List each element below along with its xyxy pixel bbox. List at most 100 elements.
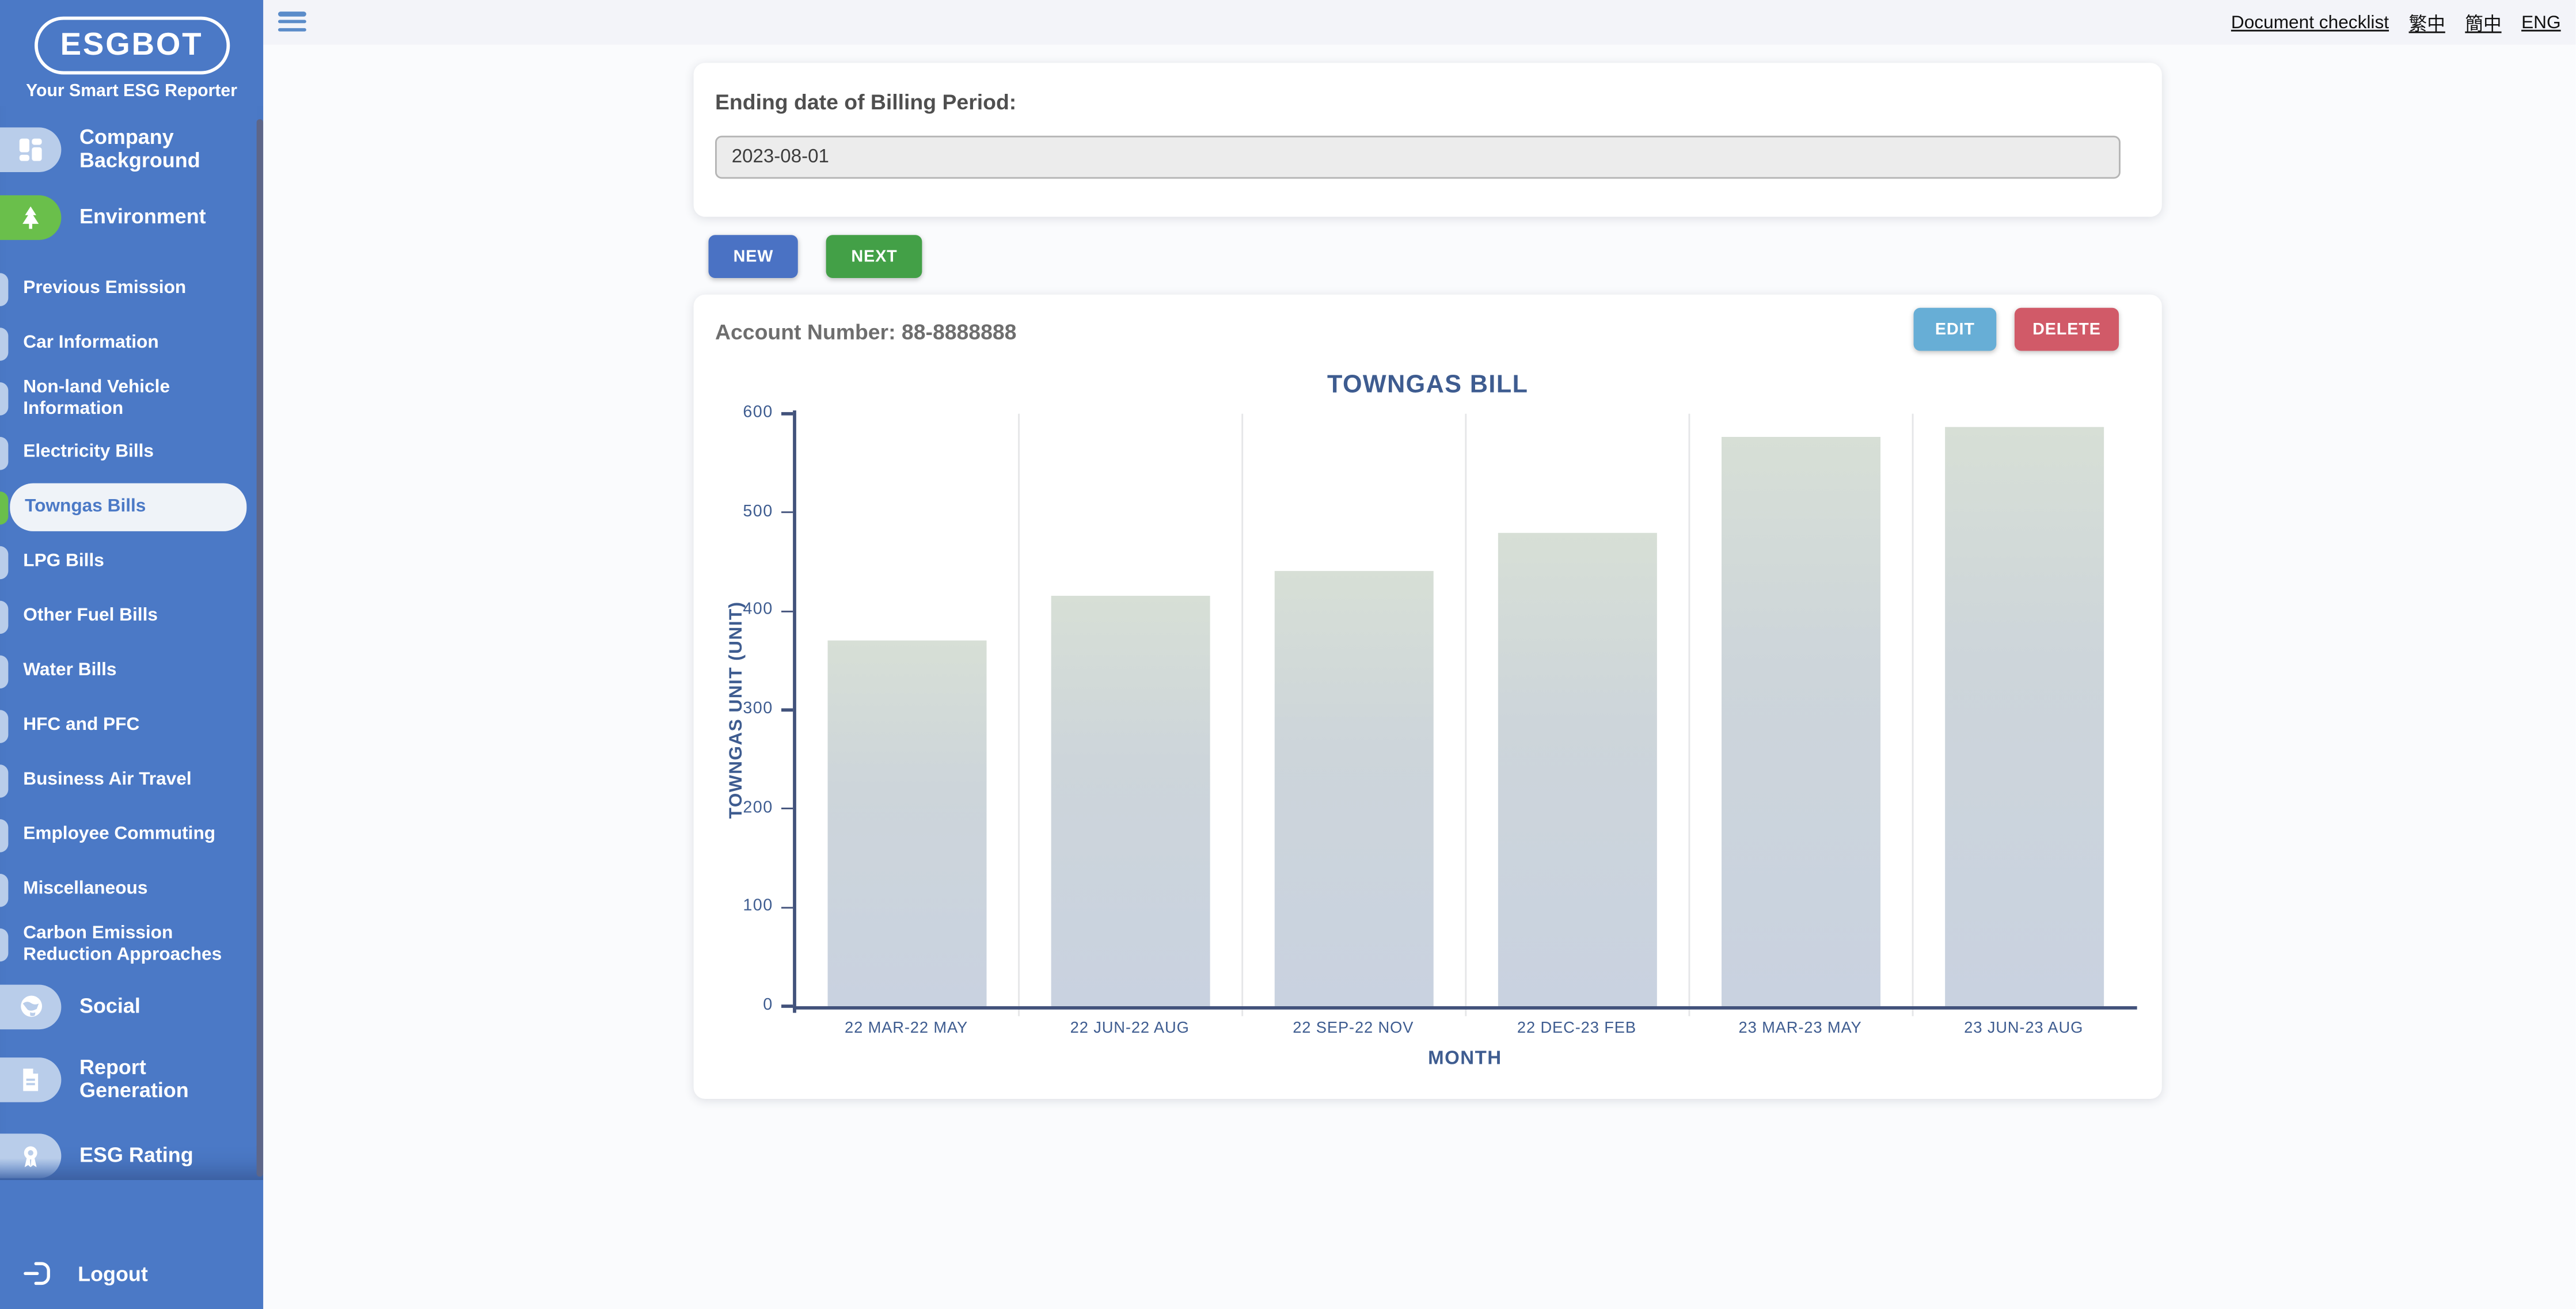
main-content: Ending date of Billing Period: 2023-08-0… — [263, 44, 2576, 1309]
sidebar-item-employee-commuting[interactable]: Employee Commuting — [0, 811, 263, 859]
billing-period-label: Ending date of Billing Period: — [715, 89, 1017, 115]
sidebar-item-label: Employee Commuting — [23, 824, 216, 844]
sidebar-item-label: HFC and PFC — [23, 715, 140, 735]
next-button[interactable]: NEXT — [826, 235, 922, 278]
lang-traditional-chinese-link[interactable]: 繁中 — [2408, 14, 2445, 34]
chart-gridline — [1018, 413, 1020, 1017]
sidebar-item-electricity-bills[interactable]: Electricity Bills — [0, 429, 263, 477]
x-tick-label: 22 SEP-22 NOV — [1293, 1019, 1414, 1038]
logout-icon — [24, 1262, 50, 1285]
item-indicator — [0, 654, 9, 688]
sidebar-item-carbon-emission-reduction-approaches[interactable]: Carbon Emission Reduction Approaches — [0, 920, 263, 968]
y-tick-label: 0 — [763, 996, 773, 1015]
sidebar-item-label: Business Air Travel — [23, 769, 192, 790]
sidebar-item-label: Previous Emission — [23, 278, 187, 298]
sidebar-item-environment[interactable]: Environment — [0, 192, 263, 242]
sidebar-item-label: Social — [79, 994, 140, 1018]
towngas-bar-chart: TOWNGAS UNIT (UNIT) MONTH 0 100 200 300 400 5… — [694, 295, 2162, 1099]
document-icon — [0, 1056, 62, 1102]
item-indicator — [0, 490, 9, 524]
item-indicator — [0, 600, 9, 633]
sidebar-item-label: Electricity Bills — [23, 442, 154, 462]
item-indicator — [0, 545, 9, 579]
bar-23-mar-23-may[interactable] — [1720, 436, 1880, 1006]
new-button[interactable]: NEW — [708, 235, 799, 278]
sidebar-item-non-land-vehicle-information[interactable]: Non-land Vehicle Information — [0, 374, 263, 422]
x-axis-line — [793, 1006, 2137, 1010]
bar-22-sep-22-nov[interactable] — [1274, 572, 1433, 1006]
y-tick-label: 400 — [743, 601, 773, 620]
sidebar: ESGBOT Your Smart ESG Reporter Company B… — [0, 0, 264, 1309]
top-links: Document checklist 繁中 簡中 ENG — [2231, 0, 2561, 45]
sidebar-item-miscellaneous[interactable]: Miscellaneous — [0, 866, 263, 914]
sidebar-item-label: Environment — [79, 205, 206, 229]
y-axis-line — [793, 410, 796, 1013]
y-tick-mark — [781, 610, 793, 612]
account-number-label: Account Number: 88-8888888 — [715, 319, 1017, 344]
chart-gridline — [1912, 413, 1914, 1017]
y-tick-mark — [781, 1004, 793, 1008]
sidebar-item-lpg-bills[interactable]: LPG Bills — [0, 538, 263, 585]
y-tick-mark — [781, 511, 793, 514]
record-actions: EDIT DELETE — [1913, 307, 2119, 351]
menu-icon[interactable] — [278, 12, 306, 32]
tree-icon — [0, 194, 62, 239]
lang-simplified-chinese-link[interactable]: 簡中 — [2465, 14, 2502, 34]
x-axis-title: MONTH — [1428, 1049, 1502, 1070]
bar-22-mar-22-may[interactable] — [827, 641, 986, 1006]
y-tick-label: 100 — [743, 897, 773, 916]
sidebar-item-social[interactable]: Social — [0, 981, 263, 1031]
item-indicator — [0, 272, 9, 306]
chart-gridline — [1465, 413, 1467, 1017]
x-tick-label: 22 MAR-22 MAY — [845, 1019, 968, 1038]
action-buttons: NEW NEXT — [708, 235, 922, 278]
bar-23-jun-23-aug[interactable] — [1944, 427, 2103, 1006]
sidebar-item-business-air-travel[interactable]: Business Air Travel — [0, 756, 263, 804]
x-tick-label: 22 JUN-22 AUG — [1070, 1019, 1190, 1038]
edit-button[interactable]: EDIT — [1913, 307, 1997, 351]
document-checklist-link[interactable]: Document checklist — [2231, 12, 2389, 33]
item-indicator — [0, 818, 9, 852]
x-tick-label: 22 DEC-23 FEB — [1517, 1019, 1636, 1038]
sidebar-item-report-generation[interactable]: Report Generation — [0, 1048, 263, 1110]
chart-gridline — [1241, 413, 1244, 1017]
sidebar-item-previous-emission[interactable]: Previous Emission — [0, 265, 263, 313]
sidebar-item-esg-rating[interactable]: ESG Rating — [0, 1131, 263, 1180]
sidebar-item-label: Water Bills — [23, 660, 117, 680]
sidebar-item-label: Non-land Vehicle Information — [23, 376, 170, 418]
chart-gridline — [1688, 413, 1690, 1017]
y-tick-mark — [781, 412, 793, 415]
chart-title: TOWNGAS BILL — [1327, 371, 1529, 399]
bar-22-jun-22-aug[interactable] — [1050, 596, 1210, 1006]
sidebar-item-water-bills[interactable]: Water Bills — [0, 647, 263, 695]
towngas-bill-card: Account Number: 88-8888888 EDIT DELETE T… — [693, 294, 2162, 1099]
sidebar-item-label: LPG Bills — [23, 551, 104, 571]
item-indicator — [0, 326, 9, 360]
logout-button[interactable]: Logout — [0, 1259, 263, 1288]
y-tick-mark — [781, 709, 793, 711]
bar-22-dec-23-feb[interactable] — [1497, 532, 1656, 1006]
lang-english-link[interactable]: ENG — [2521, 12, 2561, 33]
billing-date-input[interactable]: 2023-08-01 — [715, 135, 2121, 179]
item-indicator — [0, 873, 9, 907]
delete-button[interactable]: DELETE — [2014, 307, 2119, 351]
environment-submenu: Previous Emission Car Information Non-land… — [0, 265, 263, 968]
sidebar-item-other-fuel-bills[interactable]: Other Fuel Bills — [0, 592, 263, 640]
sidebar-item-label: Car Information — [23, 332, 159, 353]
item-indicator — [0, 763, 9, 797]
x-tick-label: 23 MAR-23 MAY — [1738, 1019, 1862, 1038]
sidebar-item-company-background[interactable]: Company Background — [0, 119, 263, 179]
sidebar-item-label: Company Background — [79, 125, 200, 173]
logout-label: Logout — [78, 1262, 148, 1285]
sidebar-item-towngas-bills[interactable]: Towngas Bills — [0, 483, 247, 531]
y-tick-label: 500 — [743, 503, 773, 521]
sidebar-item-label: Miscellaneous — [23, 878, 148, 899]
y-tick-label: 200 — [743, 798, 773, 817]
sidebar-item-hfc-and-pfc[interactable]: HFC and PFC — [0, 702, 263, 749]
sidebar-scrollbar[interactable] — [256, 119, 264, 1177]
app-logo: ESGBOT — [33, 16, 230, 75]
sidebar-item-car-information[interactable]: Car Information — [0, 319, 263, 367]
sidebar-item-label: Other Fuel Bills — [23, 606, 158, 626]
y-tick-label: 300 — [743, 700, 773, 718]
